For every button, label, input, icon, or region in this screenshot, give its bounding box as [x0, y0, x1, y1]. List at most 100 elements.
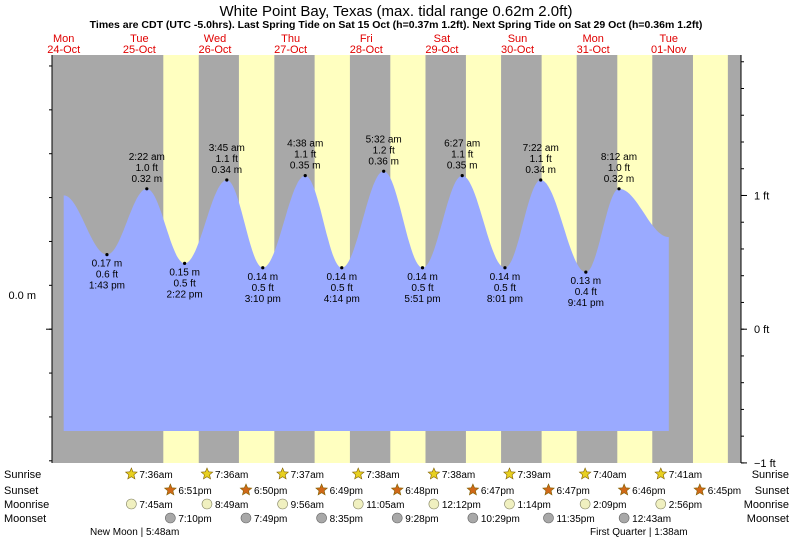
low-tide-label: 0.14 m [247, 272, 278, 283]
low-tide-label: 1:43 pm [89, 281, 125, 292]
low-tide-label: 0.5 ft [252, 283, 274, 294]
moonrise-time: 7:45am [139, 500, 172, 511]
moonset-time: 7:49pm [254, 514, 287, 525]
day-date-7: 30-Oct [501, 44, 534, 56]
row-label-right-moonrise: Moonrise [744, 499, 789, 511]
moonset-icon [240, 512, 252, 524]
moonrise-icon [428, 498, 440, 510]
sunset-time: 6:50pm [254, 486, 287, 497]
high-tide-point [145, 187, 149, 191]
high-tide-point [617, 187, 621, 191]
sunrise-time: 7:38am [366, 470, 399, 481]
low-tide-label: 0.14 m [326, 272, 357, 283]
moonset-time: 7:10pm [178, 514, 211, 525]
sunrise-icon [276, 467, 290, 480]
sunrise-icon [654, 467, 668, 480]
moonrise-time: 1:14pm [518, 500, 551, 511]
moonset-icon [467, 512, 479, 524]
sunset-time: 6:51pm [178, 486, 211, 497]
day-date-2: 25-Oct [123, 44, 156, 56]
sunrise-icon [503, 467, 516, 480]
first-quarter-note: First Quarter | 1:38am [590, 527, 688, 538]
high-tide-label: 0.32 m [604, 174, 635, 185]
moonset-time: 9:28pm [405, 514, 438, 525]
moonrise-time: 8:49am [215, 500, 248, 511]
high-tide-label: 8:12 am [601, 152, 637, 163]
low-tide-label: 0.5 ft [174, 278, 196, 289]
day-name-5: Fri [360, 33, 373, 45]
high-tide-label: 0.36 m [368, 156, 399, 167]
low-tide-label: 5:51 pm [404, 294, 440, 305]
high-tide-label: 1.1 ft [294, 150, 316, 161]
day-name-2: Tue [130, 33, 149, 45]
chart-subtitle: Times are CDT (UTC -5.0hrs). Last Spring… [90, 19, 703, 31]
high-tide-label: 3:45 am [209, 143, 245, 154]
moonrise-icon [655, 498, 667, 510]
moonrise-icon [579, 498, 591, 510]
row-label-right-sunrise: Sunrise [752, 469, 789, 481]
low-tide-label: 0.6 ft [96, 270, 118, 281]
sunrise-icon [200, 467, 214, 480]
high-tide-label: 0.35 m [447, 161, 478, 172]
right-tick-label: 1 ft [754, 190, 769, 202]
sunset-time: 6:47pm [481, 486, 514, 497]
day-headers: Mon24-OctTue25-OctWed26-OctThu27-OctFri2… [47, 33, 687, 56]
high-tide-label: 1.1 ft [451, 150, 473, 161]
high-tide-label: 1.2 ft [373, 145, 395, 156]
right-tick-label: 0 ft [754, 324, 769, 336]
astro-table: Sunrise Sunrise Sunset Sunset Moonrise Moonri… [4, 467, 789, 538]
high-tide-label: 5:32 am [366, 134, 402, 145]
moonrise-time: 12:12pm [442, 500, 481, 511]
new-moon-note: New Moon | 5:48am [90, 527, 179, 538]
day-date-5: 28-Oct [350, 44, 383, 56]
high-tide-label: 1.1 ft [530, 154, 552, 165]
sunset-icon [693, 483, 707, 496]
moonrise-icon [504, 498, 515, 510]
row-label-left-sunrise: Sunrise [4, 469, 41, 481]
chart-title: White Point Bay, Texas (max. tidal range… [220, 3, 573, 20]
sunset-time: 6:45pm [708, 486, 741, 497]
high-tide-label: 0.32 m [132, 174, 163, 185]
sunrise-icon [351, 467, 365, 480]
high-tide-label: 7:22 am [523, 143, 559, 154]
moonset-time: 8:35pm [330, 514, 363, 525]
low-tide-label: 8:01 pm [487, 294, 523, 305]
sunset-icon [315, 483, 329, 496]
low-tide-point [183, 261, 187, 265]
high-tide-label: 0.35 m [290, 161, 321, 172]
axes: 1 ft 0 ft −1 ft [46, 61, 776, 470]
sunrise-icon [578, 467, 592, 480]
high-tide-label: 0.34 m [525, 165, 556, 176]
low-tide-point [261, 266, 265, 270]
high-tide-label: 0.34 m [212, 165, 243, 176]
high-tide-label: 1.0 ft [608, 163, 630, 174]
sunrise-time: 7:40am [593, 470, 626, 481]
moonrise-icon [126, 498, 137, 510]
day-date-1: 24-Oct [47, 44, 80, 56]
moonrise-time: 2:56pm [669, 500, 702, 511]
day-name-7: Sun [508, 33, 528, 45]
low-tide-point [503, 266, 507, 270]
tide-curve [63, 171, 669, 432]
day-name-6: Sat [434, 33, 451, 45]
sunset-time: 6:47pm [557, 486, 590, 497]
day-name-1: Mon [53, 33, 74, 45]
sunrise-time: 7:38am [442, 470, 475, 481]
high-tide-point [303, 174, 307, 178]
moonset-icon [618, 512, 630, 524]
day-name-3: Wed [204, 33, 226, 45]
moonrise-icon [352, 498, 364, 510]
plot-frame [51, 55, 742, 463]
row-label-right-moonset: Moonset [747, 513, 789, 525]
day-date-3: 26-Oct [198, 44, 231, 56]
high-tide-point [460, 174, 464, 178]
sunrise-time: 7:36am [139, 470, 172, 481]
low-tide-label: 0.14 m [490, 272, 521, 283]
sunrise-time: 7:37am [291, 470, 324, 481]
moonrise-icon [277, 498, 288, 510]
low-tide-label: 0.5 ft [331, 283, 353, 294]
sunset-time: 6:49pm [330, 486, 363, 497]
day-name-8: Mon [582, 33, 603, 45]
moonset-time: 12:43am [632, 514, 671, 525]
low-tide-label: 9:41 pm [568, 298, 604, 309]
